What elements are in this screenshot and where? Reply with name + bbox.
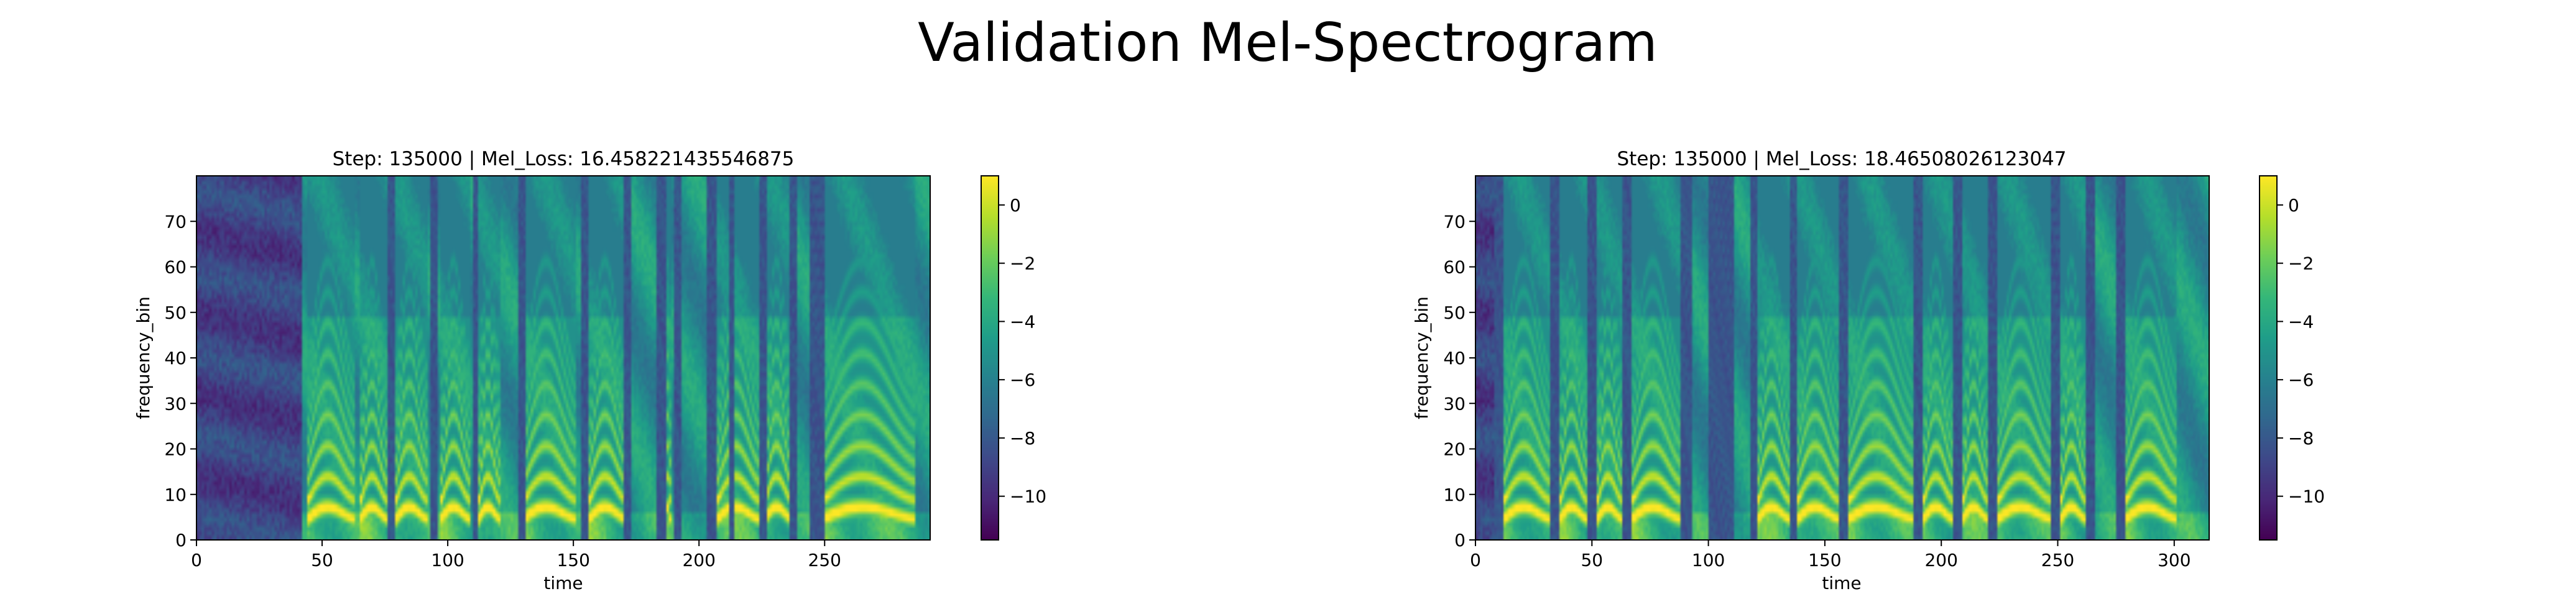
colorbar-tick-label: −8 xyxy=(2288,428,2314,449)
x-tick-label: 100 xyxy=(431,550,464,570)
x-tick-label: 200 xyxy=(682,550,715,570)
y-tick-label: 70 xyxy=(164,211,187,232)
x-tick-label: 0 xyxy=(1470,550,1481,570)
x-tick-label: 250 xyxy=(808,550,841,570)
heatmap-image-2 xyxy=(1475,176,2209,540)
y-tick-label: 50 xyxy=(1443,303,1466,323)
colorbar-tick-label: −10 xyxy=(1010,486,1046,507)
y-tick-label: 60 xyxy=(164,257,187,278)
y-ticks-1: 0 10 20 30 40 50 60 70 xyxy=(164,211,196,550)
x-axis-label-2: time xyxy=(1822,573,1861,593)
y-tick-label: 30 xyxy=(164,393,187,414)
x-tick-label: 150 xyxy=(556,550,589,570)
y-tick-label: 10 xyxy=(164,485,187,505)
x-tick-label: 0 xyxy=(191,550,202,570)
x-axis-label-1: time xyxy=(543,573,583,593)
x-ticks-1: 0 50 100 150 200 250 xyxy=(191,540,841,570)
colorbar-ticks-2: 0 −2 −4 −6 −8 −10 xyxy=(2277,195,2325,507)
colorbar-tick-label: 0 xyxy=(2288,195,2299,216)
colorbar-frame-2 xyxy=(2259,175,2278,541)
y-tick-label: 40 xyxy=(164,348,187,368)
colorbar-tick-label: −2 xyxy=(2288,253,2314,274)
y-tick-label: 40 xyxy=(1443,348,1466,368)
colorbar-1 xyxy=(981,176,999,540)
spectrogram-panel-1: Step: 135000 | Mel_Loss: 16.458221435546… xyxy=(133,148,1046,593)
y-tick-label: 60 xyxy=(1443,257,1466,278)
colorbar-frame-1 xyxy=(981,175,999,541)
y-axis-label-1: frequency_bin xyxy=(133,296,154,419)
plot-title-2: Step: 135000 | Mel_Loss: 18.465080261230… xyxy=(1617,148,2066,170)
x-tick-label: 150 xyxy=(1808,550,1841,570)
x-tick-label: 300 xyxy=(2158,550,2191,570)
y-axis-label-2: frequency_bin xyxy=(1411,296,1432,419)
colorbar-tick-label: 0 xyxy=(1010,195,1021,216)
y-tick-label: 20 xyxy=(1443,439,1466,460)
x-tick-label: 50 xyxy=(311,550,333,570)
x-ticks-2: 0 50 100 150 200 250 300 xyxy=(1470,540,2191,570)
x-tick-label: 100 xyxy=(1692,550,1725,570)
x-tick-label: 250 xyxy=(2041,550,2074,570)
colorbar-tick-label: −8 xyxy=(1010,428,1035,449)
y-tick-label: 50 xyxy=(164,303,187,323)
y-tick-label: 30 xyxy=(1443,393,1466,414)
colorbar-ticks-1: 0 −2 −4 −6 −8 −10 xyxy=(999,195,1046,507)
colorbar-tick-label: −6 xyxy=(2288,370,2314,390)
colorbar-tick-label: −2 xyxy=(1010,253,1035,274)
plot-title-1: Step: 135000 | Mel_Loss: 16.458221435546… xyxy=(333,148,795,170)
y-tick-label: 70 xyxy=(1443,211,1466,232)
colorbar-tick-label: −4 xyxy=(1010,311,1035,332)
colorbar-2 xyxy=(2260,176,2277,540)
colorbar-tick-label: −6 xyxy=(1010,370,1035,390)
y-tick-label: 0 xyxy=(1454,530,1466,550)
y-tick-label: 10 xyxy=(1443,485,1466,505)
colorbar-tick-label: −4 xyxy=(2288,311,2314,332)
spectrogram-panel-2: Step: 135000 | Mel_Loss: 18.465080261230… xyxy=(1411,148,2325,593)
heatmap-image-1 xyxy=(196,176,930,540)
y-tick-label: 0 xyxy=(175,530,187,550)
x-tick-label: 200 xyxy=(1924,550,1957,570)
y-ticks-2: 0 10 20 30 40 50 60 70 xyxy=(1443,211,1475,550)
x-tick-label: 50 xyxy=(1581,550,1603,570)
figure-title: Validation Mel-Spectrogram xyxy=(918,12,1658,74)
colorbar-tick-label: −10 xyxy=(2288,486,2325,507)
y-tick-label: 20 xyxy=(164,439,187,460)
